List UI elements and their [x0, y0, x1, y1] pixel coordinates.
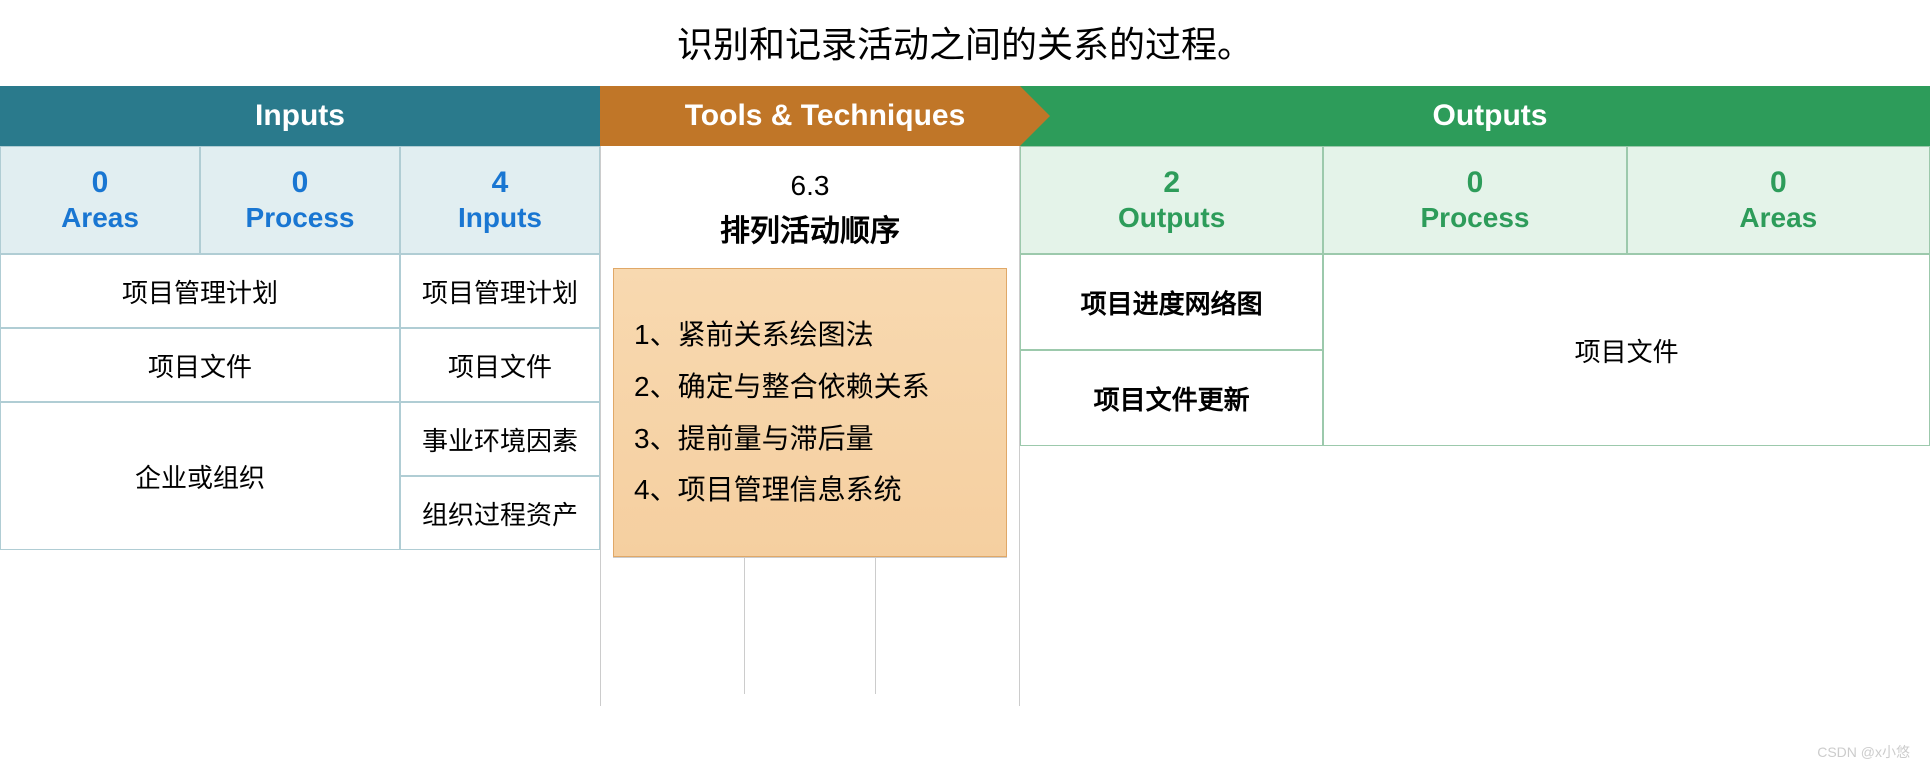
- header-row: Inputs Tools & Techniques Outputs: [0, 86, 1930, 146]
- input-item: 项目文件: [400, 328, 600, 402]
- tools-empty-cell: [745, 558, 877, 694]
- count-label: Areas: [1739, 201, 1817, 235]
- outputs-counts: 2 Outputs 0 Process 0 Areas: [1020, 146, 1930, 254]
- inputs-header-label: Inputs: [255, 99, 345, 133]
- count-label: Outputs: [1118, 201, 1225, 235]
- input-item: 项目文件: [0, 328, 400, 402]
- tools-title: 6.3 排列活动顺序: [613, 146, 1007, 268]
- inputs-content: 项目管理计划 项目文件 企业或组织 项目管理计划 项目文件 事业环境因素 组织过…: [0, 254, 600, 550]
- outputs-content: 项目进度网络图 项目文件更新 项目文件: [1020, 254, 1930, 446]
- inputs-counts: 0 Areas 0 Process 4 Inputs: [0, 146, 600, 254]
- diagram-container: Inputs Tools & Techniques Outputs 0 Area…: [0, 86, 1930, 706]
- outputs-right-column: 项目文件: [1323, 254, 1930, 446]
- inputs-left-column: 项目管理计划 项目文件 企业或组织: [0, 254, 400, 550]
- count-num: 0: [1467, 165, 1484, 201]
- inputs-count-areas: 0 Areas: [0, 146, 200, 254]
- tools-inner: 6.3 排列活动顺序 1、紧前关系绘图法 2、确定与整合依赖关系 3、提前量与滞…: [600, 146, 1020, 706]
- count-num: 0: [1770, 165, 1787, 201]
- input-item: 事业环境因素: [400, 402, 600, 476]
- outputs-count-process: 0 Process: [1323, 146, 1626, 254]
- count-label: Areas: [61, 201, 139, 235]
- tools-header-label: Tools & Techniques: [685, 99, 966, 133]
- inputs-right-column: 项目管理计划 项目文件 事业环境因素 组织过程资产: [400, 254, 600, 550]
- body-row: 0 Areas 0 Process 4 Inputs 项目管理计划: [0, 146, 1930, 706]
- outputs-header: Outputs: [1020, 86, 1930, 146]
- input-item: 企业或组织: [0, 402, 400, 550]
- page-title: 识别和记录活动之间的关系的过程。: [0, 0, 1930, 86]
- outputs-body: 2 Outputs 0 Process 0 Areas 项目进度网络图: [1020, 146, 1930, 706]
- outputs-count-areas: 0 Areas: [1627, 146, 1930, 254]
- inputs-count-inputs: 4 Inputs: [400, 146, 600, 254]
- count-label: Inputs: [458, 201, 542, 235]
- tool-item: 1、紧前关系绘图法: [634, 309, 986, 361]
- count-label: Process: [246, 201, 355, 235]
- output-item: 项目文件更新: [1020, 350, 1323, 446]
- input-item: 组织过程资产: [400, 476, 600, 550]
- outputs-count-outputs: 2 Outputs: [1020, 146, 1323, 254]
- count-num: 4: [492, 165, 509, 201]
- tools-box: 1、紧前关系绘图法 2、确定与整合依赖关系 3、提前量与滞后量 4、项目管理信息…: [613, 268, 1007, 557]
- tools-section-name: 排列活动顺序: [613, 206, 1007, 250]
- tool-item: 3、提前量与滞后量: [634, 413, 986, 465]
- count-num: 0: [292, 165, 309, 201]
- tools-empty-cell: [876, 558, 1007, 694]
- tools-section-num: 6.3: [613, 170, 1007, 202]
- inputs-header: Inputs: [0, 86, 600, 146]
- output-item: 项目文件: [1323, 254, 1930, 446]
- count-num: 2: [1163, 165, 1180, 201]
- tools-bottom-grid: [613, 557, 1007, 694]
- input-item: 项目管理计划: [400, 254, 600, 328]
- outputs-left-column: 项目进度网络图 项目文件更新: [1020, 254, 1323, 446]
- outputs-header-label: Outputs: [1433, 99, 1548, 133]
- watermark: CSDN @x小悠: [1817, 742, 1910, 762]
- input-item: 项目管理计划: [0, 254, 400, 328]
- count-label: Process: [1421, 201, 1530, 235]
- tool-item: 2、确定与整合依赖关系: [634, 361, 986, 413]
- tools-body: 6.3 排列活动顺序 1、紧前关系绘图法 2、确定与整合依赖关系 3、提前量与滞…: [600, 146, 1020, 706]
- tool-item: 4、项目管理信息系统: [634, 464, 986, 516]
- inputs-body: 0 Areas 0 Process 4 Inputs 项目管理计划: [0, 146, 600, 706]
- tools-header: Tools & Techniques: [600, 86, 1020, 146]
- inputs-count-process: 0 Process: [200, 146, 400, 254]
- output-item: 项目进度网络图: [1020, 254, 1323, 350]
- tools-empty-cell: [613, 558, 745, 694]
- count-num: 0: [92, 165, 109, 201]
